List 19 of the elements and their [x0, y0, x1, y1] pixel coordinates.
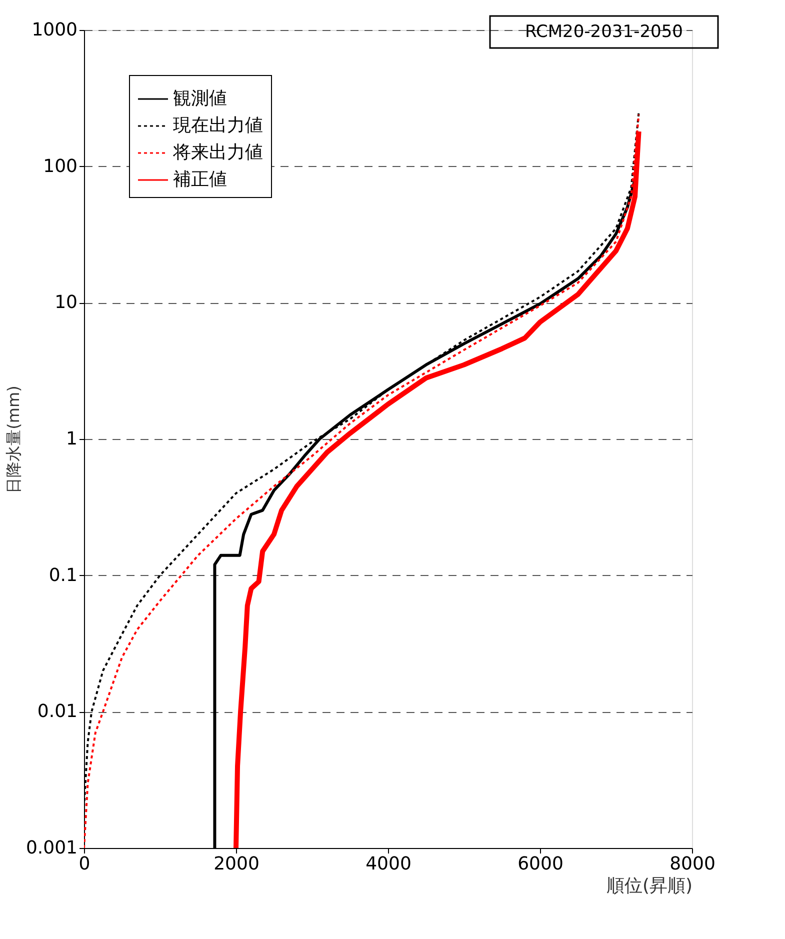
legend-label: 現在出力値	[173, 115, 263, 136]
legend-label: 補正値	[173, 169, 227, 190]
x-tick-label: 4000	[366, 854, 412, 874]
y-tick-label: 1	[66, 428, 78, 450]
x-tick-label: 0	[78, 854, 90, 874]
y-tick-label: 0.01	[37, 701, 78, 722]
x-axis-title: 順位(昇順)	[606, 876, 692, 896]
legend-label: 観測値	[173, 88, 227, 109]
legend-label: 将来出力値	[172, 142, 263, 163]
x-tick-label: 6000	[518, 854, 564, 874]
y-tick-label: 10	[54, 292, 78, 314]
y-tick-label: 0.1	[48, 564, 78, 586]
x-tick-label: 8000	[670, 854, 716, 874]
y-tick-label: 1000	[32, 20, 78, 40]
y-axis-title: 日降水量(mm)	[4, 386, 23, 494]
y-tick-label: 100	[43, 156, 78, 177]
x-tick-label: 2000	[214, 854, 260, 874]
y-tick-label: 0.001	[26, 838, 78, 858]
annotation: RCM20-2031-2050	[525, 22, 683, 42]
